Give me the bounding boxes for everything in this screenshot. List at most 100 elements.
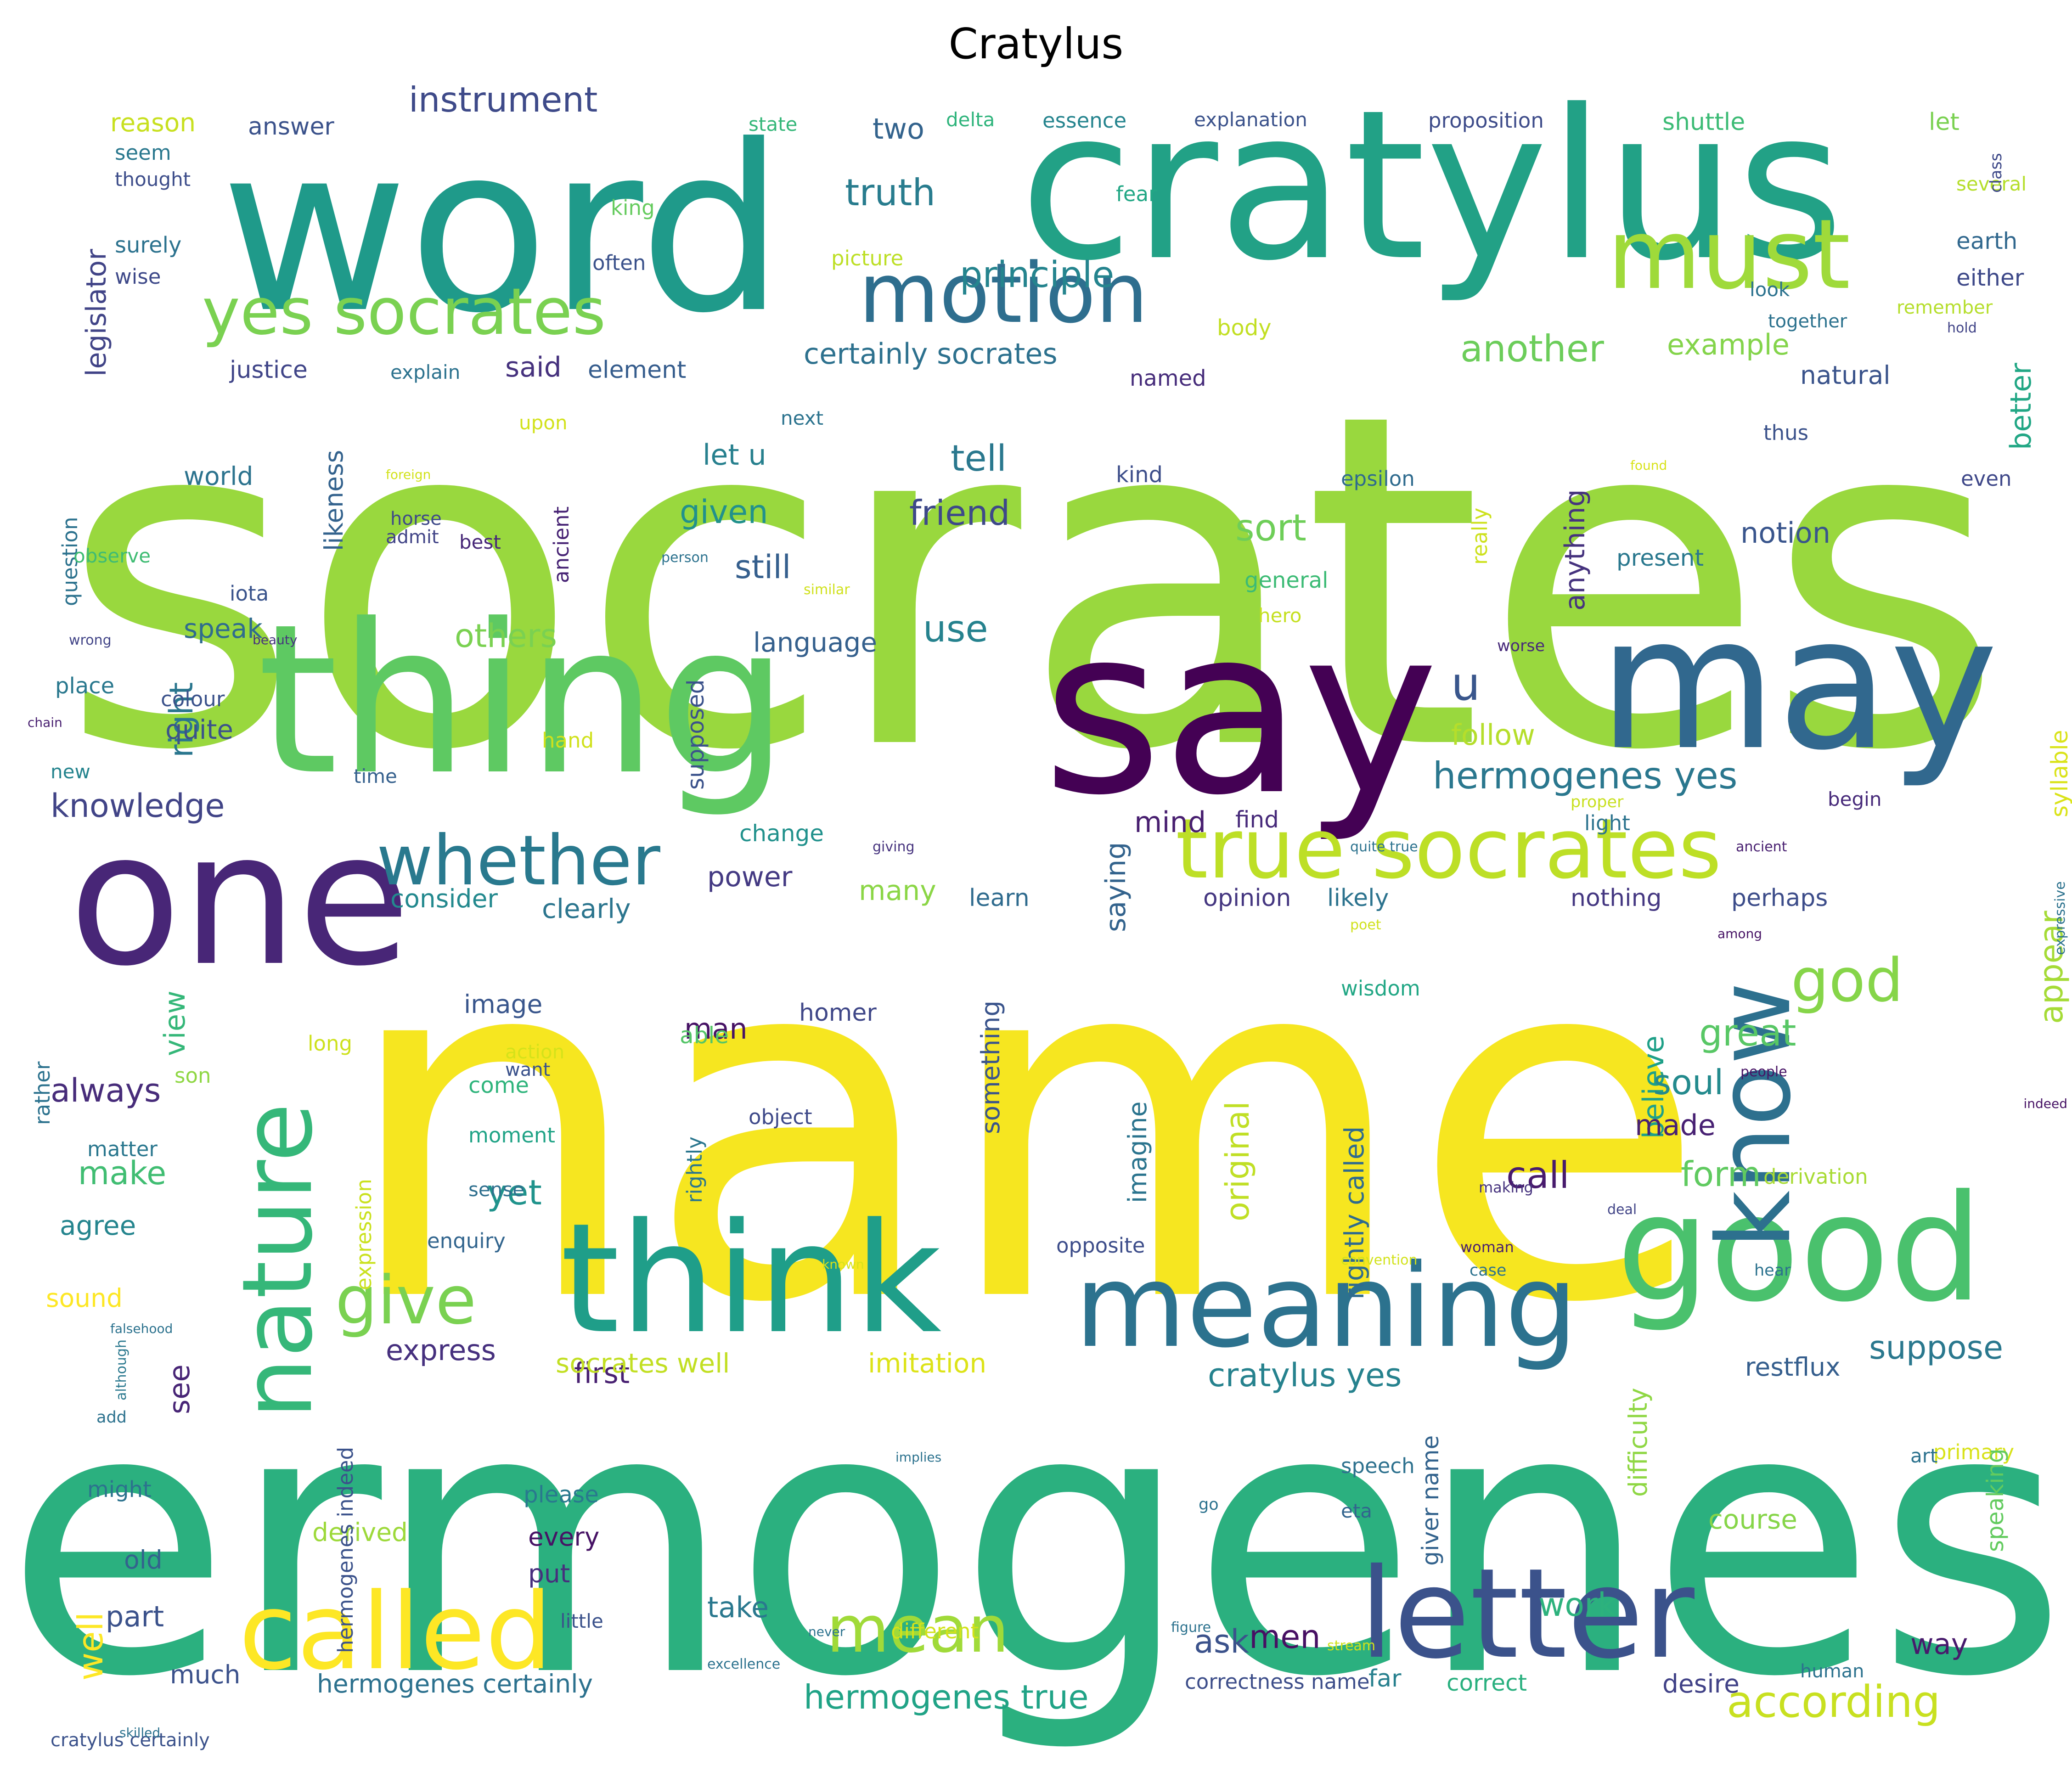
cloud-word: find: [1235, 806, 1279, 833]
cloud-word: something: [976, 1000, 1005, 1134]
cloud-word: according: [1727, 1677, 1941, 1727]
cloud-word: great: [1699, 1012, 1796, 1054]
cloud-word: able: [680, 1022, 729, 1049]
cloud-word: opposite: [1056, 1233, 1145, 1258]
cloud-word: call: [1506, 1154, 1570, 1197]
cloud-word: instrument: [409, 79, 598, 120]
cloud-word: imitation: [868, 1348, 987, 1379]
cloud-word: made: [1635, 1108, 1716, 1142]
cloud-word: good: [1616, 1164, 1983, 1334]
cloud-word: work: [1538, 1586, 1616, 1624]
cloud-word: speaking: [1982, 1448, 2009, 1552]
cloud-word: far: [1368, 1665, 1402, 1693]
cloud-word: language: [753, 627, 878, 658]
cloud-word: making: [1479, 1179, 1533, 1196]
cloud-word: derived: [312, 1518, 408, 1547]
cloud-word: son: [175, 1063, 211, 1088]
cloud-word: supposed: [682, 679, 709, 790]
cloud-word: excellence: [707, 1656, 781, 1672]
cloud-word: giver name: [1417, 1435, 1444, 1566]
cloud-word: surely: [115, 232, 182, 258]
cloud-word: object: [749, 1105, 812, 1129]
cloud-word: view: [158, 990, 191, 1056]
cloud-word: put: [528, 1559, 570, 1588]
cloud-word: every: [528, 1522, 600, 1552]
cloud-word: wrong: [69, 632, 112, 648]
cloud-word: found: [1630, 458, 1667, 473]
cloud-word: worse: [1497, 637, 1545, 655]
cloud-word: case: [1470, 1261, 1507, 1280]
cloud-word: chain: [28, 715, 62, 730]
cloud-word: principle: [960, 254, 1115, 296]
cloud-word: called: [239, 1571, 552, 1693]
cloud-word: god: [1791, 945, 1903, 1015]
cloud-word: learn: [969, 884, 1030, 912]
cloud-word: take: [707, 1591, 769, 1624]
cloud-word: king: [611, 196, 655, 220]
cloud-word: image: [464, 990, 543, 1019]
cloud-word: really: [1468, 507, 1492, 565]
cloud-word: come: [468, 1073, 529, 1098]
cloud-word: make: [78, 1154, 167, 1192]
cloud-word: many: [859, 875, 936, 907]
cloud-word: think: [560, 1191, 942, 1367]
cloud-word: rather: [30, 1061, 55, 1125]
cloud-word: men: [1249, 1618, 1321, 1656]
cloud-word: let: [1929, 108, 1959, 136]
cloud-word: essence: [1042, 108, 1127, 133]
cloud-word: cratylus: [1019, 66, 1844, 306]
cloud-word: thought: [115, 168, 191, 191]
cloud-word: primary: [1933, 1440, 2015, 1464]
cloud-word: justice: [230, 356, 308, 384]
figure-title: Cratylus: [948, 19, 1124, 68]
cloud-word: word: [220, 96, 785, 363]
cloud-word: people: [1740, 1064, 1787, 1080]
cloud-word: power: [707, 861, 793, 893]
cloud-word: opinion: [1203, 884, 1291, 912]
cloud-word: express: [386, 1333, 496, 1367]
cloud-word: different: [891, 1619, 979, 1643]
cloud-word: homer: [799, 999, 877, 1027]
cloud-word: delta: [946, 108, 995, 131]
cloud-word: long: [308, 1031, 353, 1056]
cloud-word: suppose: [1869, 1329, 2004, 1366]
cloud-word: nothing: [1571, 884, 1662, 912]
cloud-word: even: [1961, 467, 2012, 491]
cloud-word: next: [781, 407, 824, 429]
cloud-word: difficulty: [1623, 1388, 1653, 1497]
cloud-word: often: [592, 251, 646, 275]
cloud-word: correct: [1447, 1670, 1527, 1696]
cloud-word: upon: [519, 411, 568, 434]
cloud-word: admit: [386, 527, 439, 548]
cloud-word: human: [1800, 1661, 1864, 1682]
cloud-word: woman: [1460, 1238, 1514, 1256]
cloud-word: part: [106, 1600, 164, 1633]
cloud-word: saying: [1100, 842, 1132, 932]
cloud-word: others: [455, 617, 557, 655]
cloud-word: consider: [390, 884, 498, 913]
cloud-word: friend: [909, 493, 1010, 533]
cloud-word: seem: [115, 141, 171, 165]
cloud-word: moment: [468, 1123, 556, 1147]
cloud-word: rightly called: [1339, 1126, 1370, 1299]
cloud-word: new: [51, 760, 90, 783]
cloud-word: giving: [873, 839, 915, 855]
cloud-word: example: [1667, 328, 1790, 361]
cloud-word: fear: [1116, 182, 1157, 206]
cloud-word: please: [524, 1481, 599, 1508]
cloud-word: wisdom: [1341, 976, 1420, 1001]
cloud-word: beauty: [253, 632, 298, 647]
cloud-word: still: [735, 548, 791, 586]
cloud-word: sort: [1235, 506, 1306, 549]
cloud-word: light: [1584, 811, 1630, 835]
cloud-word: falsehood: [110, 1321, 173, 1336]
cloud-word: little: [560, 1610, 603, 1632]
cloud-word: element: [588, 356, 687, 384]
cloud-word: known: [822, 1257, 864, 1272]
cloud-word: present: [1616, 545, 1704, 571]
cloud-word: among: [1717, 926, 1762, 941]
cloud-word: poet: [1350, 917, 1381, 933]
cloud-word: matter: [87, 1137, 158, 1161]
cloud-word: two: [873, 112, 924, 146]
cloud-word: syllable: [2046, 730, 2072, 817]
